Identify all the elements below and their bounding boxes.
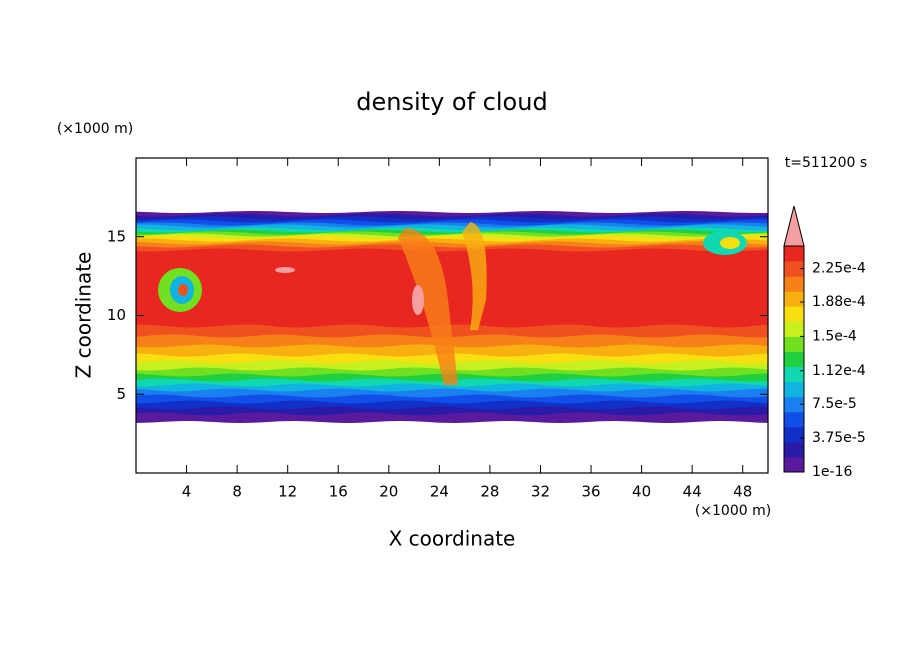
y-unit: (×1000 m) bbox=[57, 121, 133, 137]
annotation: t=511200 s bbox=[785, 155, 867, 171]
chart-title: density of cloud bbox=[356, 88, 547, 116]
colorbar-band bbox=[784, 246, 804, 262]
colorbar-band bbox=[784, 411, 804, 428]
y-axis-label: Z coordinate bbox=[72, 252, 96, 379]
colorbar-band bbox=[784, 261, 804, 277]
x-tick-label: 20 bbox=[379, 483, 398, 501]
vortex bbox=[720, 237, 740, 249]
x-tick-label: 40 bbox=[632, 483, 651, 501]
colorbar-tick-label: 1.88e-4 bbox=[812, 294, 866, 310]
colorbar-tick-label: 1.5e-4 bbox=[812, 328, 857, 344]
colorbar-band bbox=[784, 441, 804, 458]
plume bbox=[398, 228, 458, 385]
colorbar-band bbox=[784, 306, 804, 322]
x-axis-label: X coordinate bbox=[389, 527, 516, 551]
colorbar-band bbox=[784, 291, 804, 307]
x-tick-label: 8 bbox=[232, 483, 242, 501]
x-tick-label: 32 bbox=[531, 483, 550, 501]
plume bbox=[462, 222, 487, 330]
y-tick-label: 5 bbox=[116, 385, 126, 403]
x-tick-label: 36 bbox=[581, 483, 600, 501]
colorbar-band bbox=[784, 276, 804, 292]
x-tick-label: 16 bbox=[329, 483, 348, 501]
colorbar-tick-label: 3.75e-5 bbox=[812, 430, 866, 446]
colorbar-band bbox=[784, 366, 804, 383]
x-tick-label: 12 bbox=[278, 483, 297, 501]
vortex bbox=[178, 284, 188, 296]
x-tick-label: 48 bbox=[733, 483, 752, 501]
y-tick-label: 15 bbox=[107, 227, 126, 245]
x-tick-label: 24 bbox=[430, 483, 449, 501]
colorbar-band bbox=[784, 351, 804, 368]
colorbar-tick-label: 1.12e-4 bbox=[812, 363, 866, 379]
colorbar-tick-label: 2.25e-4 bbox=[812, 261, 866, 277]
x-tick-label: 28 bbox=[480, 483, 499, 501]
field-band bbox=[136, 248, 768, 328]
colorbar-band bbox=[784, 336, 804, 352]
colorbar-band bbox=[784, 396, 804, 413]
colorbar-frame bbox=[783, 245, 805, 473]
x-unit: (×1000 m) bbox=[695, 503, 771, 519]
colorbar-band bbox=[784, 321, 804, 337]
peak bbox=[412, 285, 424, 315]
colorbar-band bbox=[784, 456, 804, 473]
colorbar-extension bbox=[783, 205, 805, 247]
x-tick-label: 4 bbox=[182, 483, 192, 501]
y-tick-label: 10 bbox=[107, 306, 126, 324]
field bbox=[136, 211, 768, 423]
colorbar-band bbox=[784, 426, 804, 443]
x-tick-label: 44 bbox=[683, 483, 702, 501]
colorbar-tick-label: 1e-16 bbox=[812, 464, 852, 480]
peak bbox=[275, 267, 295, 273]
colorbar-tick-label: 7.5e-5 bbox=[812, 396, 857, 412]
colorbar-band bbox=[784, 381, 804, 398]
